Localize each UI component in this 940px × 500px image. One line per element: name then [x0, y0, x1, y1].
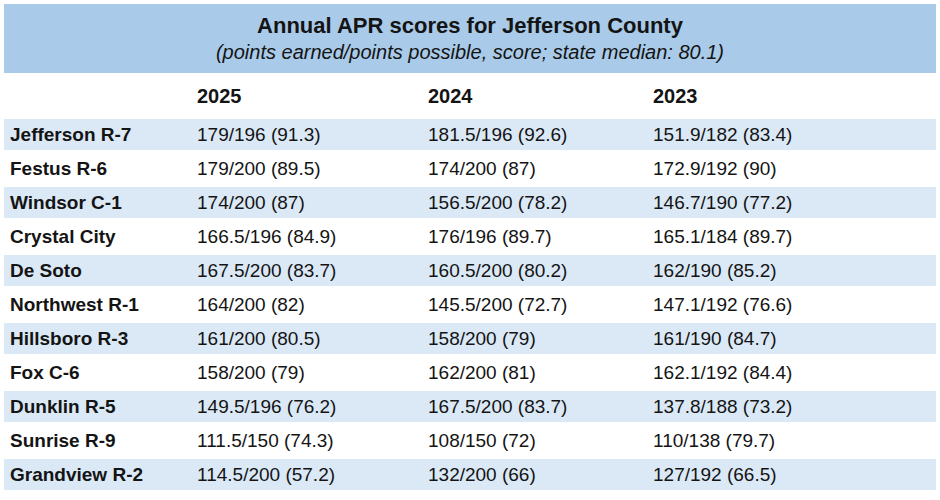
score-cell-2024: 176/196 (89.7)	[428, 221, 653, 255]
table-row: Fox C-6 158/200 (79) 162/200 (81) 162.1/…	[4, 357, 936, 391]
score-cell-2023: 146.7/190 (77.2)	[653, 187, 936, 221]
table-row: Festus R-6 179/200 (89.5) 174/200 (87) 1…	[4, 153, 936, 187]
district-name-cell: Crystal City	[4, 221, 197, 255]
score-cell-2025: 158/200 (79)	[197, 357, 428, 391]
district-name-cell: Grandview R-2	[4, 459, 197, 493]
table-row: Dunklin R-5 149.5/196 (76.2) 167.5/200 (…	[4, 391, 936, 425]
score-cell-2023: 161/190 (84.7)	[653, 323, 936, 357]
score-cell-2025: 174/200 (87)	[197, 187, 428, 221]
table-row: Grandview R-2 114.5/200 (57.2) 132/200 (…	[4, 459, 936, 493]
table-subtitle: (points earned/points possible, score; s…	[216, 41, 724, 63]
score-cell-2023: 110/138 (79.7)	[653, 425, 936, 459]
table-row: Windsor C-1 174/200 (87) 156.5/200 (78.2…	[4, 187, 936, 221]
table-row: Hillsboro R-3 161/200 (80.5) 158/200 (79…	[4, 323, 936, 357]
score-cell-2025: 179/200 (89.5)	[197, 153, 428, 187]
district-name-cell: Dunklin R-5	[4, 391, 197, 425]
district-name-cell: Northwest R-1	[4, 289, 197, 323]
table-title-block: Annual APR scores for Jefferson County (…	[4, 4, 936, 73]
score-cell-2023: 162.1/192 (84.4)	[653, 357, 936, 391]
column-header-district	[4, 73, 197, 119]
score-cell-2024: 174/200 (87)	[428, 153, 653, 187]
score-cell-2025: 164/200 (82)	[197, 289, 428, 323]
score-cell-2025: 179/196 (91.3)	[197, 119, 428, 153]
score-cell-2024: 181.5/196 (92.6)	[428, 119, 653, 153]
score-cell-2023: 137.8/188 (73.2)	[653, 391, 936, 425]
table-row: Northwest R-1 164/200 (82) 145.5/200 (72…	[4, 289, 936, 323]
score-cell-2023: 162/190 (85.2)	[653, 255, 936, 289]
score-cell-2025: 114.5/200 (57.2)	[197, 459, 428, 493]
column-header-2025: 2025	[197, 73, 428, 119]
table-row: Jefferson R-7 179/196 (91.3) 181.5/196 (…	[4, 119, 936, 153]
score-cell-2025: 166.5/196 (84.9)	[197, 221, 428, 255]
district-name-cell: Jefferson R-7	[4, 119, 197, 153]
score-cell-2024: 158/200 (79)	[428, 323, 653, 357]
table-title: Annual APR scores for Jefferson County	[257, 14, 683, 38]
score-cell-2023: 151.9/182 (83.4)	[653, 119, 936, 153]
score-cell-2025: 149.5/196 (76.2)	[197, 391, 428, 425]
score-cell-2025: 161/200 (80.5)	[197, 323, 428, 357]
table-body: Jefferson R-7 179/196 (91.3) 181.5/196 (…	[4, 119, 936, 493]
district-name-cell: De Soto	[4, 255, 197, 289]
apr-scores-table: 2025 2024 2023 Jefferson R-7 179/196 (91…	[4, 73, 936, 493]
score-cell-2025: 167.5/200 (83.7)	[197, 255, 428, 289]
table-row: Crystal City 166.5/196 (84.9) 176/196 (8…	[4, 221, 936, 255]
district-name-cell: Sunrise R-9	[4, 425, 197, 459]
table-row: De Soto 167.5/200 (83.7) 160.5/200 (80.2…	[4, 255, 936, 289]
district-name-cell: Fox C-6	[4, 357, 197, 391]
district-name-cell: Windsor C-1	[4, 187, 197, 221]
column-header-2023: 2023	[653, 73, 936, 119]
score-cell-2024: 160.5/200 (80.2)	[428, 255, 653, 289]
score-cell-2023: 172.9/192 (90)	[653, 153, 936, 187]
district-name-cell: Festus R-6	[4, 153, 197, 187]
score-cell-2023: 147.1/192 (76.6)	[653, 289, 936, 323]
column-header-row: 2025 2024 2023	[4, 73, 936, 119]
score-cell-2024: 108/150 (72)	[428, 425, 653, 459]
score-cell-2024: 167.5/200 (83.7)	[428, 391, 653, 425]
score-cell-2023: 165.1/184 (89.7)	[653, 221, 936, 255]
score-cell-2025: 111.5/150 (74.3)	[197, 425, 428, 459]
score-cell-2024: 162/200 (81)	[428, 357, 653, 391]
score-cell-2024: 132/200 (66)	[428, 459, 653, 493]
apr-table-graphic: Annual APR scores for Jefferson County (…	[0, 0, 940, 500]
table-row: Sunrise R-9 111.5/150 (74.3) 108/150 (72…	[4, 425, 936, 459]
district-name-cell: Hillsboro R-3	[4, 323, 197, 357]
score-cell-2024: 156.5/200 (78.2)	[428, 187, 653, 221]
column-header-2024: 2024	[428, 73, 653, 119]
score-cell-2024: 145.5/200 (72.7)	[428, 289, 653, 323]
score-cell-2023: 127/192 (66.5)	[653, 459, 936, 493]
